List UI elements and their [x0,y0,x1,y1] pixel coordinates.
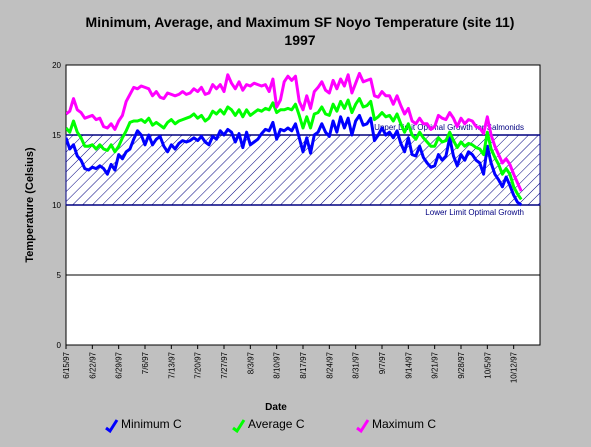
x-tick-label: 10/5/97 [483,351,492,378]
y-tick-label: 5 [57,271,62,280]
series-line-maximum-c [66,71,523,192]
x-tick-label: 9/28/97 [457,351,466,378]
x-tick-label: 7/6/97 [141,351,150,374]
series-line-minimum-c [66,113,523,207]
y-tick-label: 20 [52,61,61,70]
x-axis-label: Date [265,402,287,413]
x-tick-label: 10/12/97 [510,351,519,383]
series-line-average-c [66,97,523,201]
y-tick-label: 0 [57,341,62,350]
x-tick-label: 9/7/97 [378,351,387,374]
x-tick-label: 6/29/97 [115,351,124,378]
x-tick-label: 7/13/97 [167,351,176,378]
annotation-label: Lower Limit Optimal Growth [425,208,524,217]
x-tick-label: 9/14/97 [404,351,413,378]
x-tick-label: 7/27/97 [220,351,229,378]
x-tick-label: 7/20/97 [194,351,203,378]
x-tick-label: 6/15/97 [62,351,71,378]
legend-swatch [232,419,246,434]
y-tick-label: 15 [52,131,61,140]
y-axis: 0 5 10 15 20 [52,61,61,350]
x-axis: 6/15/97 6/22/97 6/29/97 7/6/97 7/13/97 7/20/9… [62,344,540,383]
legend-label: Average C [248,417,305,431]
legend-label: Maximum C [372,417,436,431]
x-tick-label: 8/3/97 [246,351,255,374]
y-axis-label: Temperature (Celsius) [24,147,36,263]
x-tick-label: 6/22/97 [88,351,97,378]
x-tick-label: 9/21/97 [431,351,440,378]
optimal-growth-band [65,134,541,206]
x-tick-label: 8/10/97 [273,351,282,378]
annotation-label: Upper Limit Optimal Growth for Salmonids [374,123,524,132]
x-tick-label: 8/24/97 [325,351,334,378]
optimal-growth-band-rect [65,134,541,206]
annotations: Upper Limit Optimal Growth for Salmonids… [374,123,524,217]
legend-swatch [105,419,119,434]
x-tick-label: 8/17/97 [299,351,308,378]
legend: Minimum C Average C Maximum C [105,417,436,434]
chart-subtitle: 1997 [284,32,315,48]
legend-swatch [356,419,370,434]
chart-title: Minimum, Average, and Maximum SF Noyo Te… [86,14,515,30]
series-lines [66,71,523,207]
y-tick-label: 10 [52,201,61,210]
legend-label: Minimum C [121,417,182,431]
x-tick-label: 8/31/97 [352,351,361,378]
